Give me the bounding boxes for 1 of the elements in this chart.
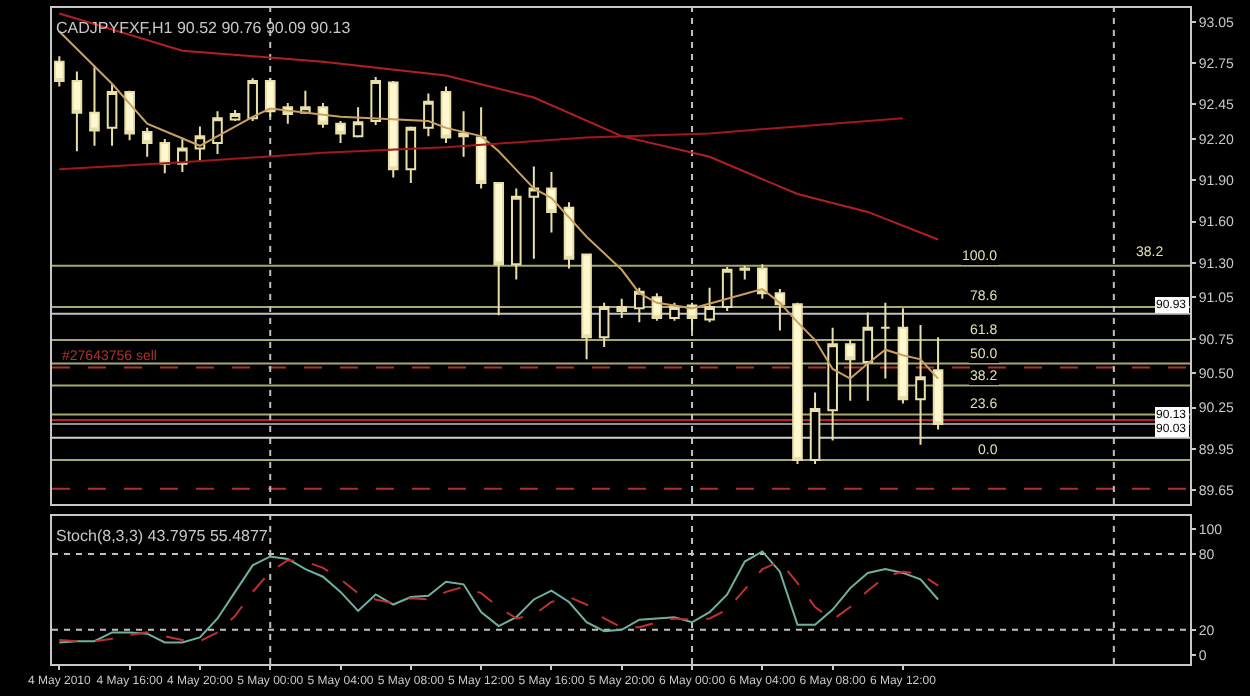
text: Stoch(8,3,3) 43.7975 55.4877 [56, 527, 269, 546]
